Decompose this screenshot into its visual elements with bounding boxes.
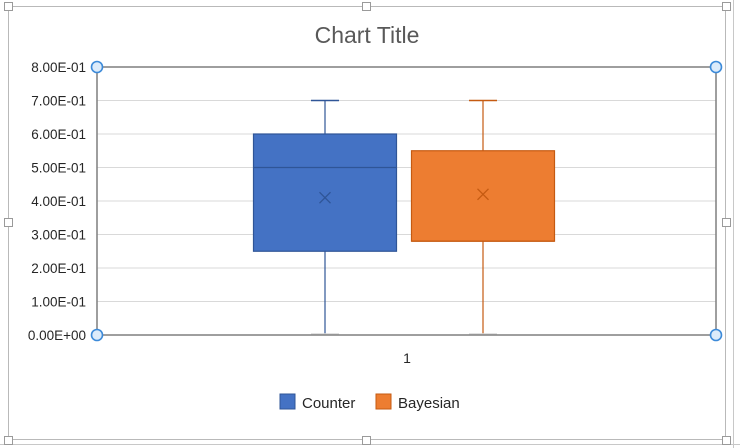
box-counter [252, 99, 398, 335]
plot-area-resize-handle[interactable] [90, 60, 104, 74]
legend-item: Counter [279, 393, 355, 412]
chart-resize-handle-bottom[interactable] [362, 436, 371, 445]
iqr-box [252, 133, 398, 252]
y-tick-label: 2.00E-01 [31, 261, 86, 276]
legend-swatch [375, 393, 392, 410]
iqr-box [410, 150, 556, 242]
legend-label: Bayesian [398, 395, 460, 412]
y-tick-label: 7.00E-01 [31, 94, 86, 109]
y-tick-label: 4.00E-01 [31, 194, 86, 209]
chart-resize-handle-top-right[interactable] [722, 2, 731, 11]
chart-resize-handle-top-left[interactable] [4, 2, 13, 11]
box-bayesian [410, 99, 556, 335]
y-tick-label: 5.00E-01 [31, 161, 86, 176]
y-tick-label: 8.00E-01 [31, 60, 86, 75]
y-tick-label: 6.00E-01 [31, 127, 86, 142]
x-tick-label: 1 [403, 350, 411, 366]
legend-item: Bayesian [375, 393, 460, 412]
y-tick-label: 3.00E-01 [31, 228, 86, 243]
chart-resize-handle-bottom-left[interactable] [4, 436, 13, 445]
sheet-gridline [733, 0, 734, 448]
chart-resize-handle-bottom-right[interactable] [722, 436, 731, 445]
legend-swatch [279, 393, 296, 410]
mean-marker [477, 188, 489, 201]
chart-resize-handle-left[interactable] [4, 218, 13, 227]
chart-resize-handle-top[interactable] [362, 2, 371, 11]
plot-area-resize-handle[interactable] [709, 328, 723, 342]
mean-marker [319, 191, 331, 204]
legend-label: Counter [302, 395, 355, 412]
plot-area-border [96, 66, 717, 336]
chart-resize-handle-right[interactable] [722, 218, 731, 227]
chart-title[interactable]: Chart Title [315, 22, 420, 48]
plot-area-resize-handle[interactable] [709, 60, 723, 74]
y-tick-label: 0.00E+00 [28, 328, 86, 343]
y-tick-label: 1.00E-01 [31, 295, 86, 310]
plot-area-resize-handle[interactable] [90, 328, 104, 342]
